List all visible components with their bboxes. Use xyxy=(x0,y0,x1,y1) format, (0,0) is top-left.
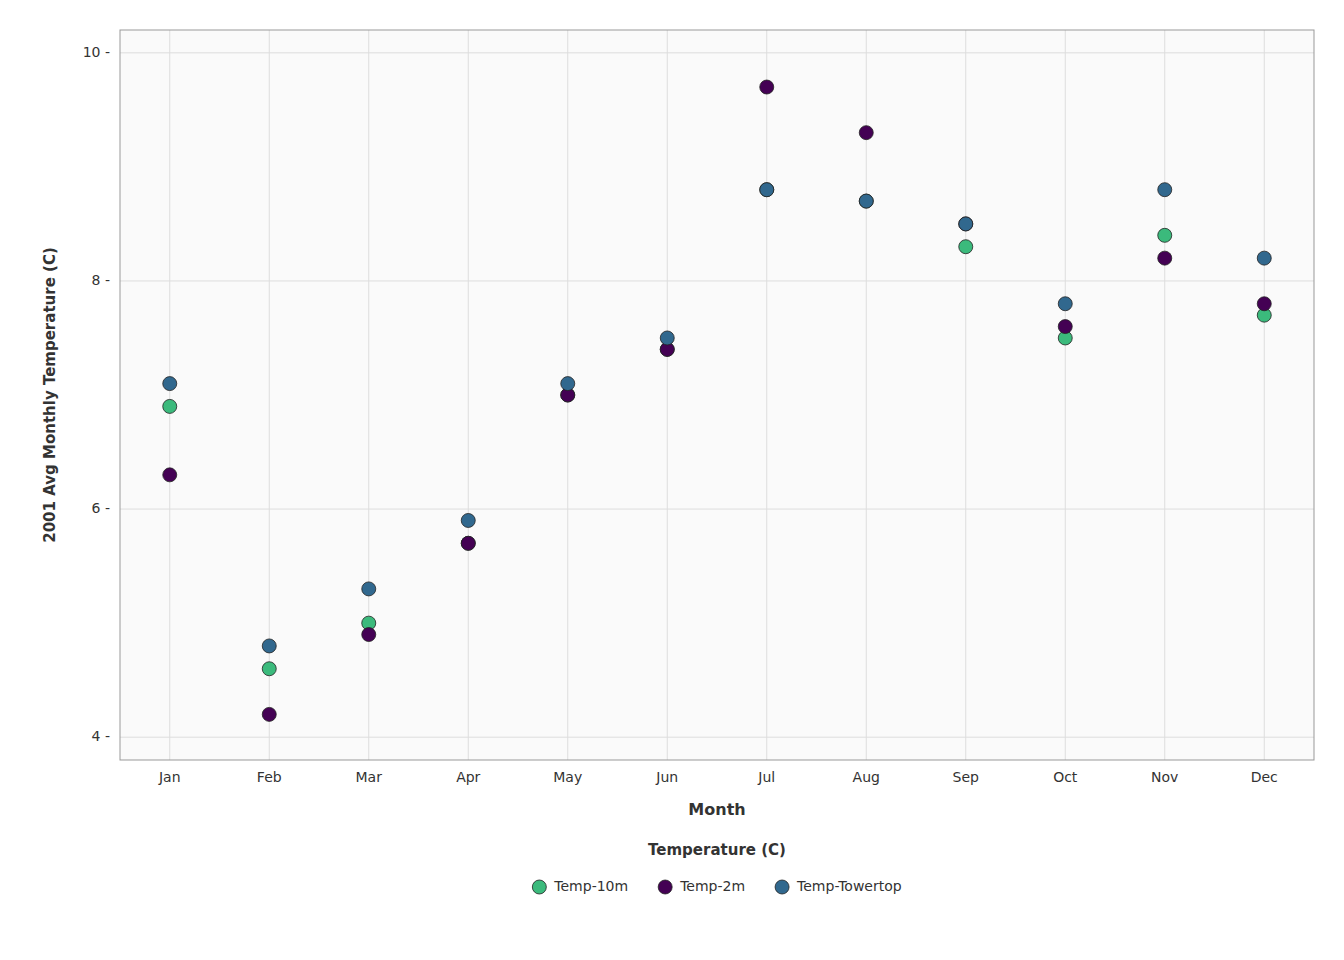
y-tick-label: 6 - xyxy=(92,500,110,516)
series-points xyxy=(163,183,1272,676)
legend-item: Temp-2m xyxy=(658,878,745,894)
point xyxy=(1058,320,1072,334)
point xyxy=(1158,251,1172,265)
x-grid-line xyxy=(766,30,767,760)
point xyxy=(959,217,973,231)
point xyxy=(1257,297,1271,311)
legend-label: Temp-10m xyxy=(553,878,628,894)
point xyxy=(1257,251,1271,265)
y-grid-line xyxy=(120,509,1314,510)
point xyxy=(163,377,177,391)
x-grid-line xyxy=(1264,30,1265,760)
point xyxy=(561,377,575,391)
point xyxy=(262,707,276,721)
point xyxy=(461,513,475,527)
legend-label: Temp-2m xyxy=(679,878,745,894)
legend-marker xyxy=(775,880,789,894)
x-grid-line xyxy=(169,30,170,760)
x-tick-label: Feb xyxy=(257,769,282,785)
legend-item: Temp-Towertop xyxy=(775,878,902,894)
point xyxy=(262,662,276,676)
plot-area xyxy=(120,30,1314,760)
legend: Temperature (C) Temp-10m Temp-2m Temp-Tower… xyxy=(532,841,901,894)
point xyxy=(859,126,873,140)
point xyxy=(859,194,873,208)
legend-marker xyxy=(532,880,546,894)
point xyxy=(760,183,774,197)
point xyxy=(959,240,973,254)
x-tick-label: Sep xyxy=(953,769,980,785)
point xyxy=(760,80,774,94)
x-tick-label: Oct xyxy=(1053,769,1078,785)
point xyxy=(362,628,376,642)
x-tick-label: Jun xyxy=(655,769,678,785)
chart: 4 - 6 - 8 - 10 - Jan Feb Mar Apr May Jun Jul Aug Sep… xyxy=(0,0,1344,960)
x-grid-line xyxy=(667,30,668,760)
x-tick-label: Dec xyxy=(1251,769,1278,785)
x-tick-label: Mar xyxy=(356,769,383,785)
point xyxy=(461,536,475,550)
x-tick-label: May xyxy=(553,769,582,785)
point xyxy=(959,217,973,231)
point xyxy=(1058,297,1072,311)
x-grid-line xyxy=(468,30,469,760)
x-grid-line xyxy=(1065,30,1066,760)
grid xyxy=(120,30,1314,760)
y-grid-line xyxy=(120,280,1314,281)
point xyxy=(262,639,276,653)
plot-frame xyxy=(120,30,1314,760)
point xyxy=(1158,228,1172,242)
point xyxy=(660,331,674,345)
points xyxy=(163,80,1272,721)
point xyxy=(461,536,475,550)
x-tick-label: Aug xyxy=(853,769,880,785)
x-grid-line xyxy=(965,30,966,760)
y-tick-label: 4 - xyxy=(92,728,110,744)
legend-title: Temperature (C) xyxy=(648,841,786,859)
y-tick-label: 8 - xyxy=(92,272,110,288)
legend-item: Temp-10m xyxy=(532,878,628,894)
point xyxy=(362,582,376,596)
point xyxy=(760,183,774,197)
point xyxy=(163,468,177,482)
x-tick-label: Apr xyxy=(456,769,480,785)
point xyxy=(163,399,177,413)
legend-marker xyxy=(658,880,672,894)
y-grid-line xyxy=(120,737,1314,738)
y-grid-line xyxy=(120,52,1314,53)
series-points xyxy=(163,80,1272,721)
x-grid-line xyxy=(368,30,369,760)
x-tick-label: Jul xyxy=(757,769,775,785)
x-tick-label: Jan xyxy=(158,769,181,785)
y-tick-label: 10 - xyxy=(83,44,110,60)
y-axis-label: 2001 Avg Monthly Temperature (C) xyxy=(41,247,59,543)
series-points xyxy=(163,183,1272,653)
point xyxy=(1158,183,1172,197)
page: {"chart_data": { "type": "scatter", "xla… xyxy=(0,0,1344,960)
legend-label: Temp-Towertop xyxy=(796,878,902,894)
point xyxy=(859,194,873,208)
x-tick-label: Nov xyxy=(1151,769,1178,785)
x-axis-label: Month xyxy=(688,800,745,819)
x-grid-line xyxy=(1164,30,1165,760)
